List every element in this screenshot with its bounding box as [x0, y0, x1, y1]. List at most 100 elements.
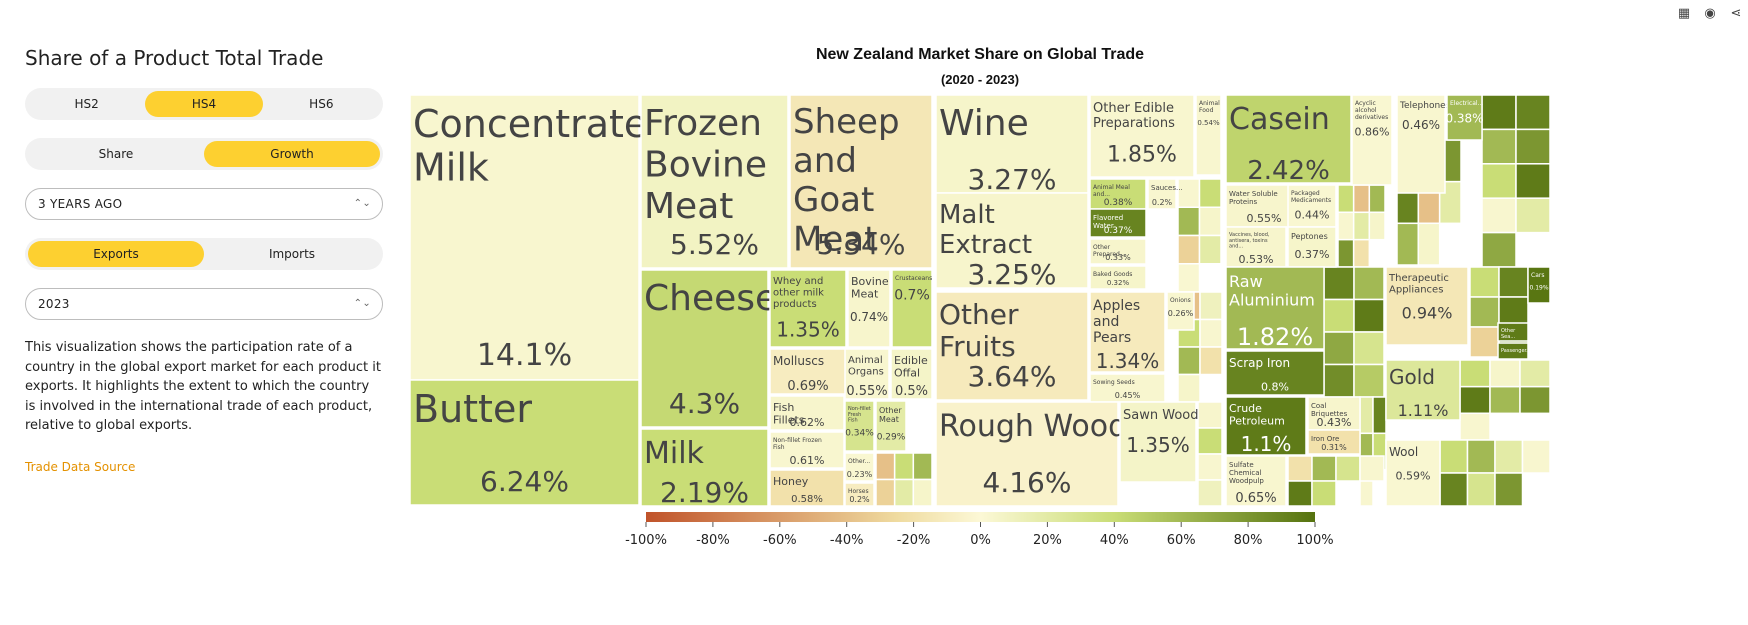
trade-data-source-link[interactable]: Trade Data Source: [25, 459, 136, 474]
tile-wine[interactable]: [935, 94, 1089, 194]
table-icon[interactable]: ▦: [1677, 6, 1691, 21]
tile-malt-extract[interactable]: [935, 192, 1089, 289]
tile-flavored-water[interactable]: [1089, 208, 1147, 238]
tile-vaccines-blood-antisera-toxins-and[interactable]: [1225, 226, 1287, 268]
filler-chem-tile[interactable]: [1352, 211, 1371, 241]
filler-vehicles-tile[interactable]: [1469, 266, 1500, 298]
filler-misc2-tile[interactable]: [1521, 439, 1551, 474]
filler-misc2-tile[interactable]: [1439, 472, 1469, 507]
filler-fuels-tile[interactable]: [1359, 455, 1385, 482]
tile-gold[interactable]: [1385, 359, 1461, 421]
filler-misc2-tile[interactable]: [1466, 472, 1496, 507]
tile-fish-fillets[interactable]: [769, 395, 845, 431]
filler-chem-tile[interactable]: [1368, 184, 1386, 214]
filler-animals-tile[interactable]: [875, 452, 896, 481]
filler-metals-tile[interactable]: [1323, 298, 1355, 333]
tile-raw-aluminium[interactable]: [1225, 266, 1325, 350]
filler-animals-tile[interactable]: [893, 478, 915, 507]
filler-fuels-tile[interactable]: [1287, 480, 1313, 507]
filler-misc-tile[interactable]: [1459, 412, 1491, 441]
tile-milk[interactable]: [640, 428, 769, 507]
tile-whey-and-other-milk-products[interactable]: [769, 269, 847, 348]
tile-sheep-and-goat-meat[interactable]: [789, 94, 933, 269]
filler-mach-tile[interactable]: [1515, 128, 1551, 165]
filler-vehicles-tile[interactable]: [1469, 326, 1500, 358]
tile-horses[interactable]: [844, 482, 875, 507]
imports-option[interactable]: Imports: [268, 247, 316, 261]
hs4-option[interactable]: HS4: [145, 91, 263, 117]
filler-wood-tile[interactable]: [1197, 453, 1223, 481]
filler-wood-tile[interactable]: [1197, 479, 1223, 507]
filler-wood-tile[interactable]: [1197, 401, 1223, 429]
filler-mach-tile[interactable]: [1515, 163, 1551, 199]
tile-animal-organs[interactable]: [844, 348, 890, 400]
filler-food-tile[interactable]: [1177, 206, 1201, 237]
tile-sauces[interactable]: [1147, 178, 1177, 210]
tile-butter[interactable]: [409, 379, 640, 506]
filler-vehicles-tile[interactable]: [1469, 296, 1500, 328]
tile-frozen-bovine-meat[interactable]: [640, 94, 789, 269]
filler-misc-tile[interactable]: [1489, 385, 1521, 415]
filler-animals-tile[interactable]: [912, 452, 933, 481]
tile-scrap-iron[interactable]: [1225, 350, 1325, 396]
tile-coal-briquettes[interactable]: [1307, 396, 1361, 431]
tile-animal-meal-and[interactable]: [1089, 178, 1147, 210]
filler-animals-tile[interactable]: [875, 478, 896, 507]
tile-passenger[interactable]: [1497, 342, 1529, 360]
tile-therapeutic-appliances[interactable]: [1385, 266, 1469, 346]
filler-fuels-tile[interactable]: [1311, 455, 1337, 482]
filler-animals-tile[interactable]: [912, 478, 933, 507]
filler-metals-tile[interactable]: [1323, 331, 1355, 366]
filler-vehicles-tile[interactable]: [1498, 296, 1529, 328]
filler-fruit-tile[interactable]: [1177, 373, 1201, 403]
filler-metals-tile[interactable]: [1353, 266, 1385, 301]
filler-fruit-tile[interactable]: [1199, 318, 1223, 348]
filler-misc-tile[interactable]: [1489, 359, 1521, 388]
tile-apples-and-pears[interactable]: [1089, 291, 1166, 373]
tile-baked-goods[interactable]: [1089, 265, 1147, 290]
tile-acyclic-alcohol-derivatives[interactable]: [1351, 94, 1393, 186]
filler-metals-tile[interactable]: [1323, 266, 1355, 301]
tile-telephones[interactable]: [1396, 94, 1446, 194]
tile-crustaceans[interactable]: [891, 269, 933, 348]
tile-cars[interactable]: [1527, 266, 1551, 304]
filler-metals2-tile[interactable]: [1359, 396, 1374, 435]
filler-mach-tile[interactable]: [1481, 94, 1517, 131]
filler-food-tile[interactable]: [1198, 234, 1222, 265]
filler-mach-tile[interactable]: [1481, 231, 1517, 268]
growth-option[interactable]: Growth: [204, 141, 380, 167]
tile-packaged-medicaments[interactable]: [1287, 184, 1337, 228]
tile-cheese[interactable]: [640, 269, 769, 428]
filler-chem-tile[interactable]: [1368, 211, 1386, 241]
tile-wool[interactable]: [1385, 439, 1441, 507]
tile-other[interactable]: [844, 452, 875, 482]
filler-misc-tile[interactable]: [1519, 385, 1551, 415]
filler-metals-tile[interactable]: [1353, 298, 1385, 333]
tile-rough-wood[interactable]: [935, 401, 1119, 507]
tile-sawn-wood[interactable]: [1119, 401, 1197, 483]
tile-edible-offal[interactable]: [890, 348, 933, 400]
filler-misc2-tile[interactable]: [1494, 472, 1524, 507]
tile-other-fruits[interactable]: [935, 291, 1089, 401]
tile-sulfate-chemical-woodpulp[interactable]: [1225, 455, 1287, 507]
exports-option[interactable]: Exports: [28, 241, 204, 267]
filler-chem-tile[interactable]: [1337, 184, 1355, 214]
tile-non-fillet-fresh-fish[interactable]: [844, 400, 875, 452]
filler-misc2-tile[interactable]: [1494, 439, 1524, 474]
filler-metals-tile[interactable]: [1323, 363, 1355, 398]
filler-mach-tile[interactable]: [1481, 197, 1517, 234]
filler-misc-tile[interactable]: [1519, 359, 1551, 388]
hs6-option[interactable]: HS6: [309, 97, 334, 111]
hs2-option[interactable]: HS2: [74, 97, 99, 111]
filler-animals-tile[interactable]: [893, 452, 915, 481]
filler-chem-tile[interactable]: [1352, 184, 1371, 214]
filler-mach-tile[interactable]: [1481, 128, 1517, 165]
tile-molluscs[interactable]: [769, 348, 847, 395]
filler-food-tile[interactable]: [1198, 206, 1222, 237]
filler-wood-tile[interactable]: [1197, 427, 1223, 455]
tile-non-fillet-frozen-fish[interactable]: [769, 431, 845, 469]
tile-other-sea[interactable]: [1497, 322, 1529, 342]
share-icon[interactable]: ⋖: [1730, 6, 1742, 21]
filler-fuels-tile[interactable]: [1335, 455, 1361, 482]
tile-other-prepared[interactable]: [1089, 238, 1147, 265]
